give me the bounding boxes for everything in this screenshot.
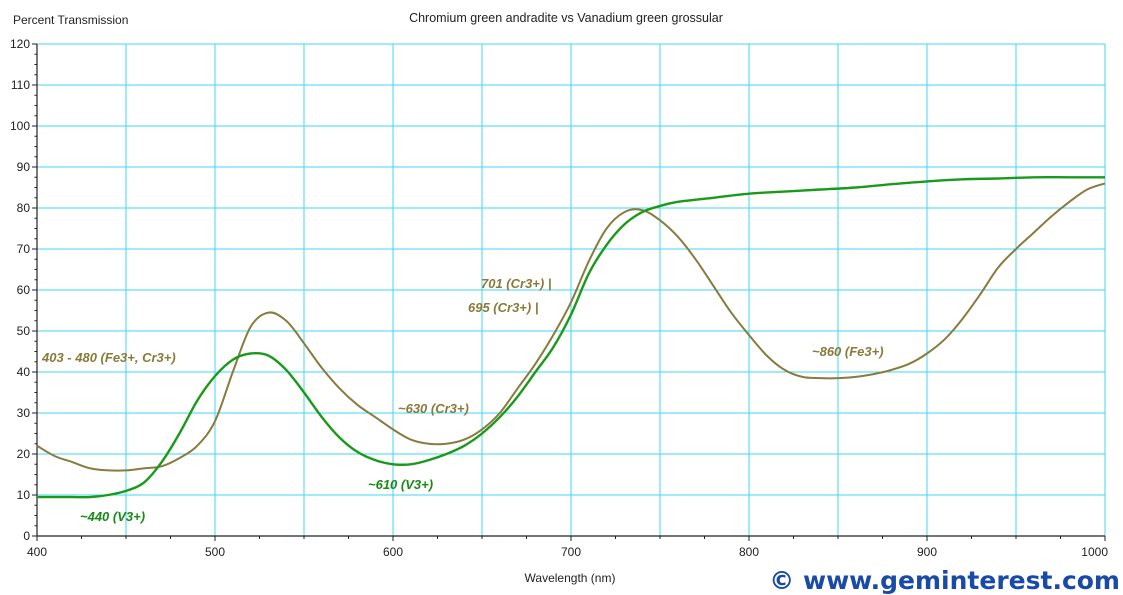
x-tick-label: 700 (561, 545, 581, 559)
annotation-701-cr: 701 (Cr3+) | (481, 276, 551, 291)
y-tick-label: 60 (17, 283, 31, 297)
x-tick-label: 800 (739, 545, 759, 559)
annotation-630-cr: ~630 (Cr3+) (398, 401, 469, 416)
y-tick-label: 70 (17, 242, 31, 256)
x-axis-title: Wavelength (nm) (525, 571, 616, 585)
axes: 0 10 20 30 40 50 60 70 80 90 100 110 120 400 500 600 700… (10, 37, 1108, 559)
grid (36, 43, 1106, 537)
series-line-grossular (36, 175, 1105, 499)
x-tick-label: 1000 (1081, 545, 1108, 559)
annotation-610-v: ~610 (V3+) (368, 477, 433, 492)
y-tick-label: 90 (17, 160, 31, 174)
y-tick-label: 30 (17, 406, 31, 420)
y-tick-label: 20 (17, 447, 31, 461)
y-tick-label: 10 (17, 488, 31, 502)
chart-title: Chromium green andradite vs Vanadium gre… (409, 11, 723, 25)
series-lines (36, 175, 1106, 499)
annotation-440-v: ~440 (V3+) (80, 509, 145, 524)
x-tick-label: 500 (205, 545, 225, 559)
x-tick-label: 400 (27, 545, 47, 559)
y-axis-title: Percent Transmission (13, 13, 128, 27)
x-tick-label: 600 (383, 545, 403, 559)
y-tick-label: 50 (17, 324, 31, 338)
y-tick-label: 120 (10, 37, 30, 51)
annotation-fe-cr-band: 403 - 480 (Fe3+, Cr3+) (41, 350, 176, 365)
y-tick-label: 80 (17, 201, 31, 215)
watermark: © www.geminterest.com (769, 566, 1120, 595)
annotation-layer: 403 - 480 (Fe3+, Cr3+) ~440 (V3+) ~630 (… (41, 276, 884, 524)
x-tick-label: 900 (917, 545, 937, 559)
annotation-695-cr: 695 (Cr3+) | (468, 300, 538, 315)
annotation-860-fe: ~860 (Fe3+) (812, 344, 884, 359)
series-line-andradite (36, 182, 1106, 472)
y-tick-label: 40 (17, 365, 31, 379)
y-tick-label: 100 (10, 119, 30, 133)
y-tick-label: 110 (11, 78, 30, 92)
y-tick-label: 0 (23, 529, 30, 543)
